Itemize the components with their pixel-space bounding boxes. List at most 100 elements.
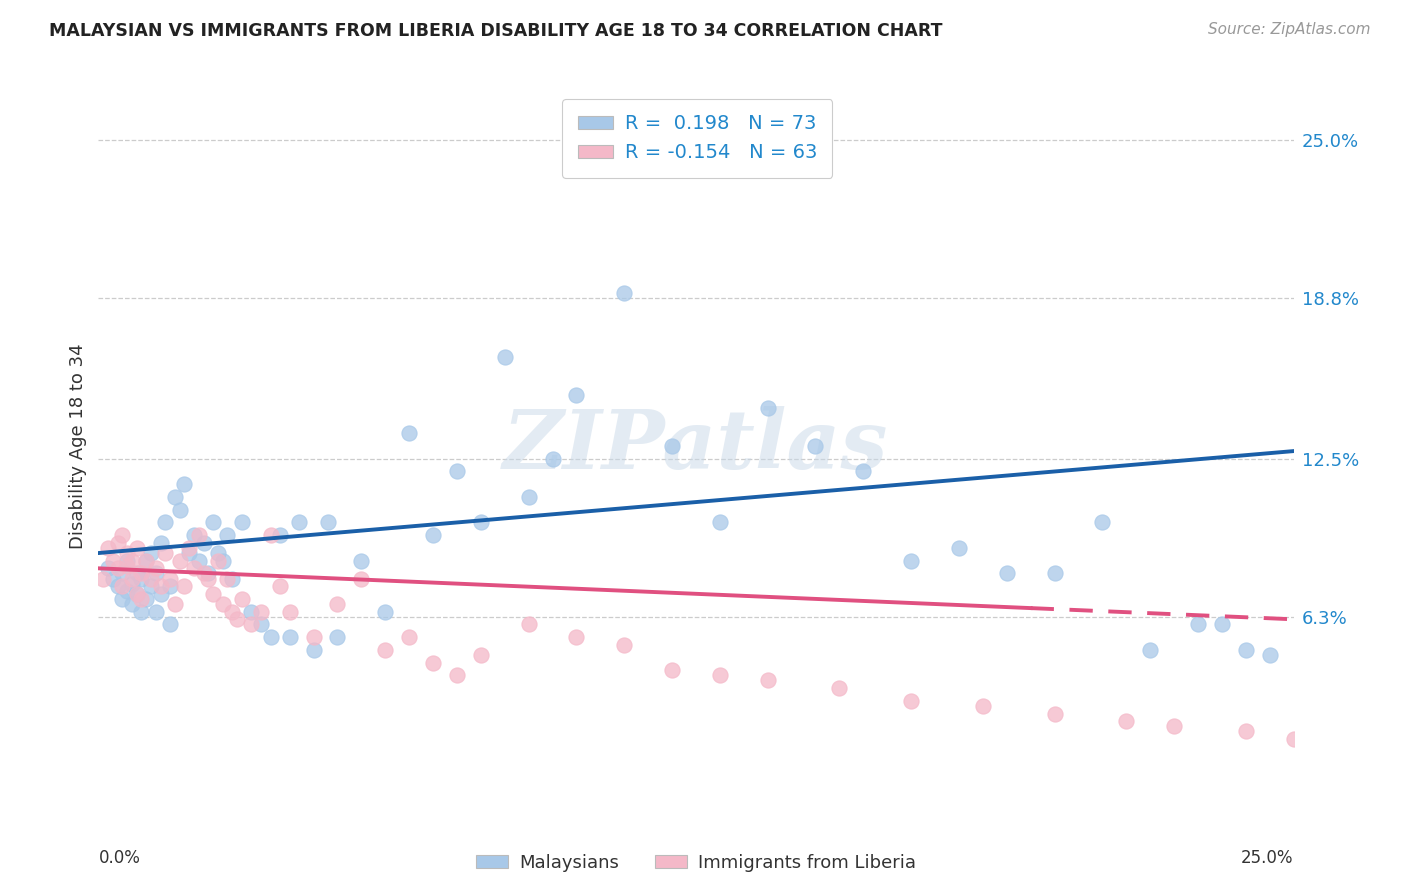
Point <box>121 597 143 611</box>
Point <box>125 587 148 601</box>
Point <box>900 694 922 708</box>
Point <box>240 605 263 619</box>
Point <box>121 576 143 591</box>
Point <box>1211 617 1233 632</box>
Point <box>709 516 731 530</box>
Point <box>541 451 564 466</box>
Point <box>145 605 167 619</box>
Point <box>107 561 129 575</box>
Point <box>101 554 124 568</box>
Point <box>217 572 239 586</box>
Point <box>948 541 970 555</box>
Point <box>517 490 540 504</box>
Point <box>374 643 396 657</box>
Point <box>159 572 181 586</box>
Point <box>121 554 143 568</box>
Point <box>226 612 249 626</box>
Point <box>145 566 167 581</box>
Point <box>852 465 875 479</box>
Point <box>207 554 229 568</box>
Point <box>661 663 683 677</box>
Point <box>125 566 148 581</box>
Point <box>169 502 191 516</box>
Point <box>149 587 172 601</box>
Point <box>111 591 134 606</box>
Point <box>972 698 994 713</box>
Point <box>155 546 177 560</box>
Text: MALAYSIAN VS IMMIGRANTS FROM LIBERIA DISABILITY AGE 18 TO 34 CORRELATION CHART: MALAYSIAN VS IMMIGRANTS FROM LIBERIA DIS… <box>49 22 942 40</box>
Point <box>115 558 138 573</box>
Point <box>302 643 325 657</box>
Point <box>131 566 153 581</box>
Point <box>288 516 311 530</box>
Point <box>995 566 1018 581</box>
Point <box>250 605 273 619</box>
Point <box>131 591 153 606</box>
Point <box>565 388 588 402</box>
Point <box>111 528 134 542</box>
Point <box>155 516 177 530</box>
Point <box>1043 706 1066 721</box>
Point <box>131 605 153 619</box>
Text: 0.0%: 0.0% <box>98 848 141 867</box>
Point <box>1187 617 1209 632</box>
Point <box>278 605 301 619</box>
Point <box>179 541 201 555</box>
Point <box>613 286 636 301</box>
Point <box>494 350 516 364</box>
Point <box>159 579 181 593</box>
Point <box>149 579 172 593</box>
Point <box>183 528 205 542</box>
Point <box>1234 724 1257 739</box>
Point <box>470 516 492 530</box>
Point <box>202 516 225 530</box>
Point <box>111 566 134 581</box>
Point <box>217 528 239 542</box>
Point <box>125 541 148 555</box>
Point <box>828 681 851 695</box>
Point <box>446 668 468 682</box>
Point <box>326 597 349 611</box>
Point <box>470 648 492 662</box>
Point <box>565 630 588 644</box>
Point <box>135 554 157 568</box>
Point <box>163 597 186 611</box>
Point <box>115 554 138 568</box>
Point <box>211 597 233 611</box>
Point <box>197 566 219 581</box>
Point <box>149 536 172 550</box>
Point <box>193 536 215 550</box>
Point <box>111 579 134 593</box>
Point <box>422 656 444 670</box>
Point <box>211 554 233 568</box>
Point <box>187 554 209 568</box>
Point <box>115 546 138 560</box>
Point <box>517 617 540 632</box>
Point <box>1043 566 1066 581</box>
Point <box>159 617 181 632</box>
Point <box>259 630 281 644</box>
Legend: Malaysians, Immigrants from Liberia: Malaysians, Immigrants from Liberia <box>461 839 931 887</box>
Point <box>374 605 396 619</box>
Point <box>173 477 195 491</box>
Point <box>187 528 209 542</box>
Point <box>709 668 731 682</box>
Point <box>97 541 120 555</box>
Point <box>91 572 114 586</box>
Point <box>231 591 253 606</box>
Point <box>193 566 215 581</box>
Point <box>350 554 373 568</box>
Point <box>139 579 162 593</box>
Point <box>316 516 339 530</box>
Point <box>613 638 636 652</box>
Text: 25.0%: 25.0% <box>1241 848 1294 867</box>
Point <box>259 528 281 542</box>
Point <box>97 561 120 575</box>
Point <box>169 554 191 568</box>
Point <box>107 536 129 550</box>
Point <box>163 490 186 504</box>
Point <box>202 587 225 601</box>
Point <box>278 630 301 644</box>
Point <box>756 401 779 415</box>
Point <box>240 617 263 632</box>
